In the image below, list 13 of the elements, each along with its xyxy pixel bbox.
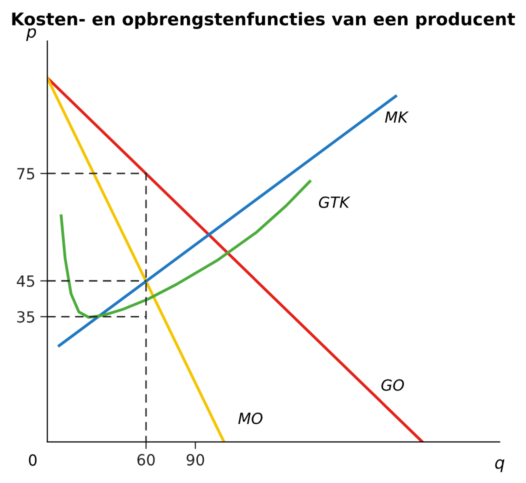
chart-title: Kosten- en opbrengstenfuncties van een producent (12, 12, 515, 30)
series-label: GTK (318, 196, 350, 208)
y-axis-title: p (26, 28, 36, 42)
y-tick-label: 75 (17, 168, 34, 180)
y-tick-label: 45 (16, 276, 34, 287)
x-tick-label: 90 (186, 454, 204, 466)
series-label: MK (385, 111, 409, 123)
text: 0 (28, 454, 37, 466)
x-axis-title: q (495, 459, 504, 472)
series-label: GO (381, 379, 404, 391)
y-tick-label: 35 (17, 311, 34, 323)
series-label: MO (238, 412, 262, 424)
x-tick-label: 60 (137, 454, 155, 466)
